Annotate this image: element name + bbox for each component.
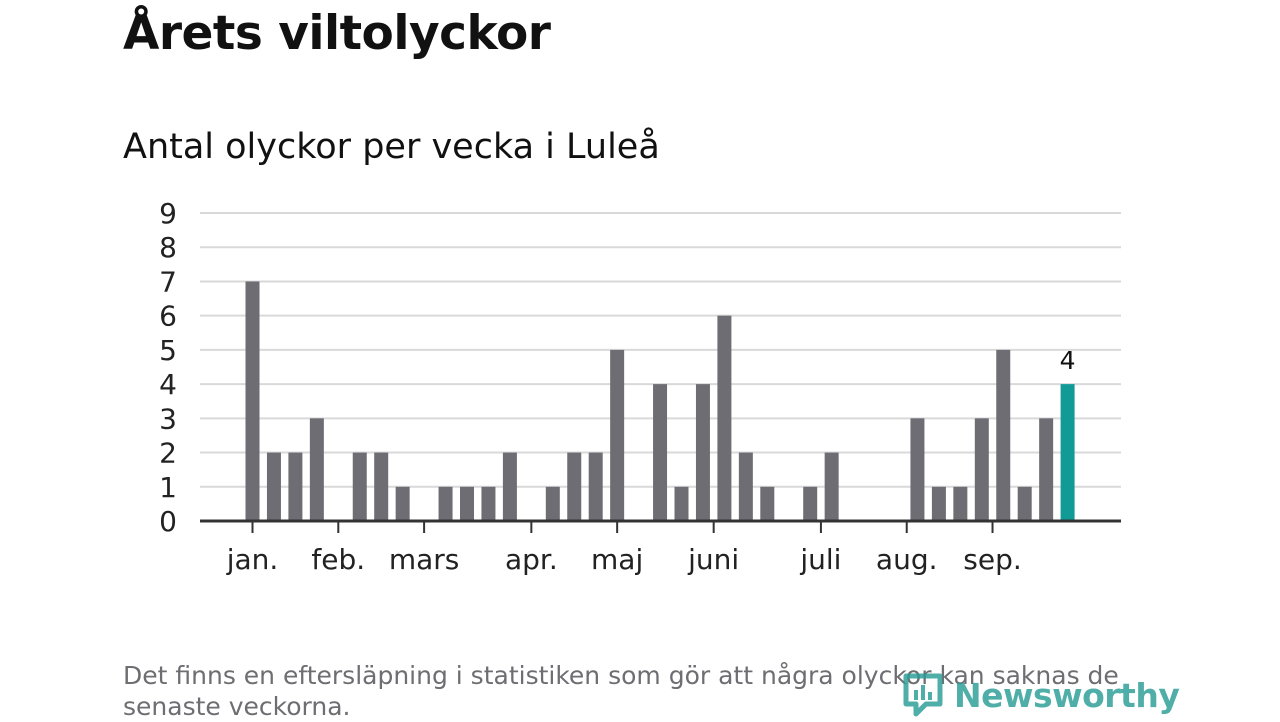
bar (567, 452, 582, 521)
bar (502, 452, 517, 521)
bar (974, 418, 989, 521)
bar (309, 418, 324, 521)
bar (1017, 486, 1032, 521)
bar (374, 452, 389, 521)
bar (910, 418, 925, 521)
bar (824, 452, 839, 521)
data-label: 4 (1060, 346, 1076, 375)
x-axis-tick-labels: jan. feb. mars apr. maj juni juli aug. sep. (226, 543, 1022, 576)
bar-current-week (1060, 384, 1075, 521)
bar (931, 486, 946, 521)
x-tick-label: feb. (311, 543, 365, 576)
x-tick-label: aug. (876, 543, 938, 576)
y-tick-label: 6 (159, 300, 177, 333)
y-tick-label: 0 (159, 505, 177, 538)
y-tick-label: 1 (159, 471, 177, 504)
bar (695, 384, 710, 521)
bar (803, 486, 818, 521)
x-axis (200, 519, 1121, 533)
bar (717, 315, 732, 521)
y-tick-label: 7 (159, 265, 177, 298)
bar (460, 486, 474, 521)
bar (352, 452, 367, 521)
bar (438, 486, 453, 521)
y-tick-label: 3 (159, 402, 177, 435)
bar (738, 452, 753, 521)
x-tick-label: sep. (963, 543, 1022, 576)
chart-subtitle: Antal olyckor per vecka i Luleå (123, 127, 660, 167)
brand-logo: Newsworthy (902, 670, 1180, 720)
footnote: Det finns en eftersläpning i statistiken… (123, 661, 1119, 721)
bar (674, 486, 689, 521)
x-tick-label: apr. (505, 543, 558, 576)
y-tick-label: 2 (159, 437, 177, 470)
x-tick-label: maj (591, 543, 643, 576)
bar (996, 349, 1011, 521)
bar (545, 486, 560, 521)
bar (1039, 418, 1054, 521)
bar (395, 486, 410, 521)
x-tick-label: juni (687, 543, 739, 576)
y-tick-label: 8 (159, 231, 177, 264)
bar (953, 486, 968, 521)
bars (245, 281, 1075, 521)
bar (266, 452, 281, 521)
data-labels: 4 (1060, 346, 1076, 375)
x-tick-label: juli (799, 543, 841, 576)
newsworthy-logo-icon (903, 673, 943, 717)
x-tick-label: mars (389, 543, 460, 576)
bar (245, 281, 260, 521)
bar (481, 486, 496, 521)
bar (288, 452, 303, 521)
bar (760, 486, 775, 521)
page-title: Årets viltolyckor (123, 6, 551, 61)
y-tick-label: 9 (159, 197, 177, 230)
x-tick-label: jan. (226, 543, 279, 576)
bar (610, 349, 625, 521)
y-tick-label: 4 (159, 368, 177, 401)
bar (653, 384, 668, 521)
y-tick-label: 5 (159, 334, 177, 367)
brand-name: Newsworthy (954, 675, 1180, 715)
bar (588, 452, 603, 521)
